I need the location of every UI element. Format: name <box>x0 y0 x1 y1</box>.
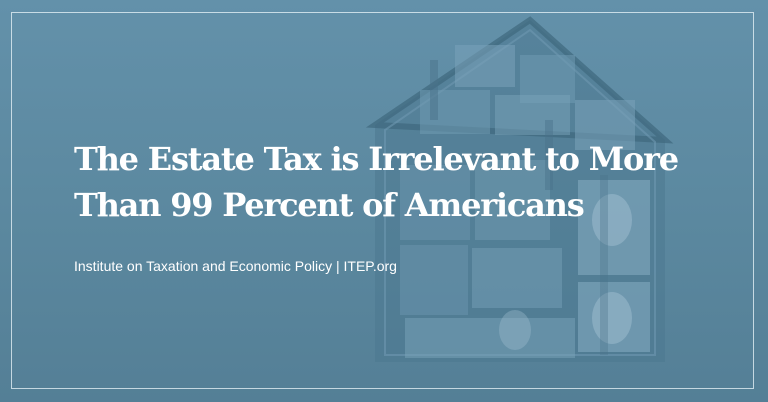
headline: The Estate Tax is Irrelevant to More Tha… <box>74 136 694 228</box>
source-attribution: Institute on Taxation and Economic Polic… <box>74 258 397 274</box>
headline-line-2: Than 99 Percent of Americans <box>74 186 585 224</box>
headline-line-1: The Estate Tax is Irrelevant to More <box>74 140 679 178</box>
